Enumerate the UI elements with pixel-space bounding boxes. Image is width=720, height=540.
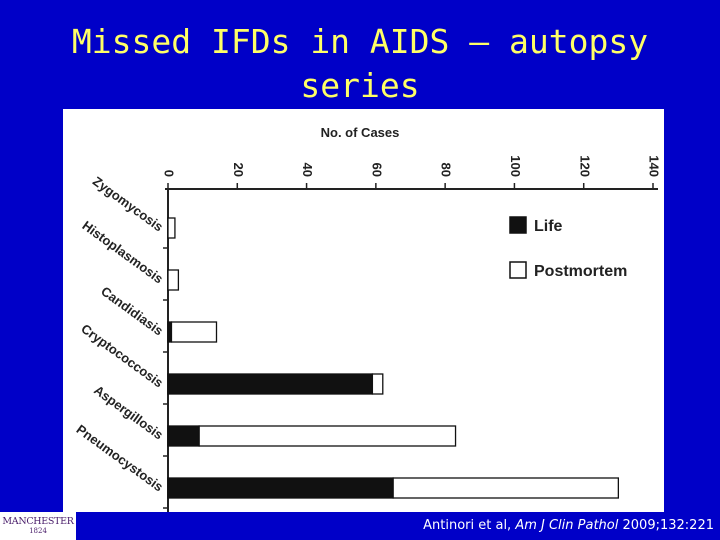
legend-label: Life [534,218,563,235]
legend-swatch [509,261,527,279]
bar-life [167,477,394,499]
value-tick-label: 60 [369,163,384,177]
value-tick-label: 100 [508,155,523,177]
bar-life [167,373,374,395]
category-label: Aspergillosis [91,382,166,442]
value-tick-label: 80 [439,163,454,177]
chart-panel: No. of Cases 0 20 40 60 80 100 120 140 Zygomycosi… [63,109,664,512]
citation-journal: Am J Clin Pathol [515,518,619,533]
legend-label: Postmortem [534,263,627,280]
category-label: Zygomycosis [90,173,166,234]
bar-chart: No. of Cases 0 20 40 60 80 100 120 140 Zygomycosi… [74,125,662,512]
legend-swatch [509,216,527,234]
slide-title: Missed IFDs in AIDS – autopsy series [71,22,649,105]
citation-authors: Antinori et al, [423,518,512,533]
value-tick-label: 40 [300,163,315,177]
bar-postmortem [167,217,176,239]
bar-postmortem [392,477,620,499]
value-tick-label: 0 [162,170,177,177]
citation-ref: 2009;132:221 [622,518,714,533]
bar-life [167,425,200,447]
value-tick-label: 120 [577,155,592,177]
logo-wordmark: MANCHESTER [2,516,74,528]
logo-year: 1824 [29,526,47,535]
chart-title: No. of Cases [321,125,400,140]
citation: Antinori et al, Am J Clin Pathol 2009;13… [423,518,714,533]
category-label: Candidiasis [98,283,166,338]
bar-postmortem [170,321,218,343]
value-tick-label: 20 [231,163,246,177]
manchester-logo: MANCHESTER 1824 [0,512,76,540]
value-tick-label: 140 [647,155,662,177]
bar-postmortem [371,373,384,395]
bar-postmortem [167,269,180,291]
bar-postmortem [198,425,457,447]
